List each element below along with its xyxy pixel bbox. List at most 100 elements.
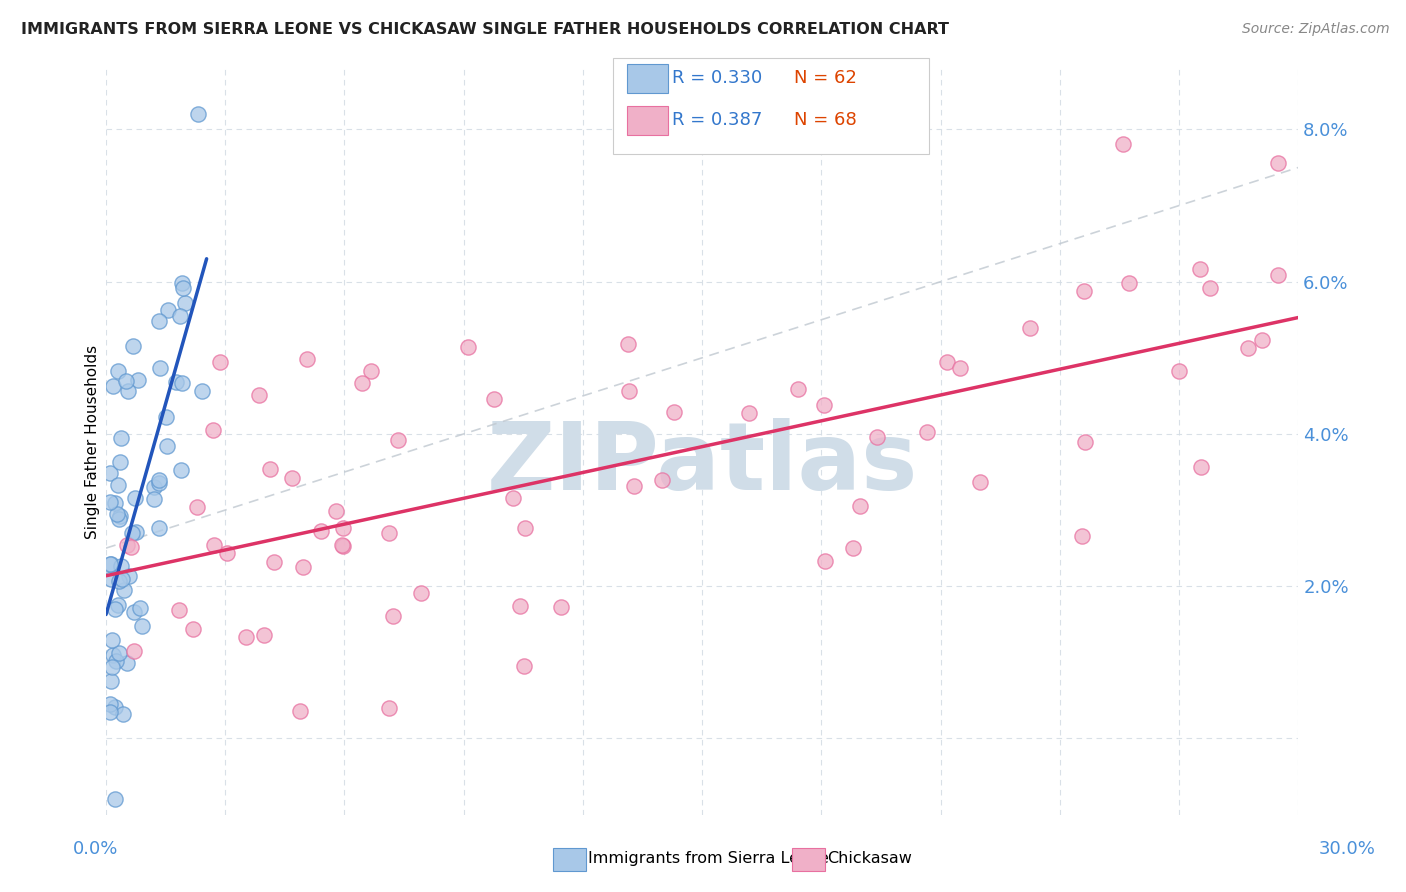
Point <box>117 657 139 671</box>
Point <box>387 433 409 447</box>
Point <box>813 398 835 412</box>
Point <box>915 425 938 440</box>
Point <box>848 499 870 513</box>
Point <box>110 559 132 574</box>
Point <box>112 582 135 597</box>
Point <box>101 648 124 662</box>
Point <box>202 423 225 437</box>
Point <box>110 432 132 446</box>
Point <box>187 107 209 121</box>
Point <box>191 384 214 399</box>
Point <box>1073 434 1095 449</box>
Point <box>662 404 685 418</box>
Point <box>170 376 193 391</box>
Point <box>122 339 145 353</box>
Point <box>935 355 957 369</box>
Point <box>127 373 149 387</box>
Point <box>381 608 404 623</box>
Point <box>617 337 640 351</box>
Text: N = 62: N = 62 <box>794 69 858 87</box>
Text: ZIPatlas: ZIPatlas <box>486 418 918 510</box>
Point <box>98 705 121 719</box>
Point <box>108 455 131 469</box>
Point <box>149 361 172 376</box>
Text: Source: ZipAtlas.com: Source: ZipAtlas.com <box>1241 22 1389 37</box>
Point <box>104 792 127 806</box>
Point <box>156 303 179 318</box>
Point <box>202 538 225 552</box>
Point <box>866 430 889 444</box>
Text: IMMIGRANTS FROM SIERRA LEONE VS CHICKASAW SINGLE FATHER HOUSEHOLDS CORRELATION C: IMMIGRANTS FROM SIERRA LEONE VS CHICKASA… <box>21 22 949 37</box>
Point <box>122 643 145 657</box>
Point <box>165 375 187 389</box>
Text: R = 0.330: R = 0.330 <box>672 69 762 87</box>
Point <box>1070 528 1092 542</box>
Point <box>651 473 673 487</box>
Point <box>111 572 134 586</box>
Point <box>98 495 121 509</box>
Point <box>457 341 479 355</box>
Point <box>125 525 148 540</box>
Point <box>842 541 865 555</box>
Point <box>949 360 972 375</box>
Point <box>148 476 170 491</box>
Point <box>121 540 143 554</box>
Point <box>108 509 131 524</box>
Point <box>1073 284 1095 298</box>
Point <box>378 701 401 715</box>
Point <box>1251 333 1274 347</box>
Point <box>98 467 121 481</box>
Point <box>107 507 129 521</box>
Point <box>360 364 382 378</box>
Point <box>311 524 333 538</box>
Text: Immigrants from Sierra Leone: Immigrants from Sierra Leone <box>588 851 828 865</box>
Point <box>170 463 193 477</box>
Point <box>173 295 195 310</box>
Point <box>156 439 179 453</box>
Point <box>108 512 131 526</box>
Point <box>281 471 304 485</box>
Point <box>332 539 354 553</box>
Point <box>513 659 536 673</box>
Point <box>1237 342 1260 356</box>
Point <box>148 314 170 328</box>
Point <box>172 281 194 295</box>
Point <box>129 601 152 615</box>
Point <box>115 538 138 552</box>
Point <box>100 572 122 586</box>
Point <box>738 406 761 420</box>
Point <box>103 379 125 393</box>
Point <box>215 546 238 560</box>
Point <box>131 619 153 633</box>
Point <box>107 599 129 613</box>
Point <box>148 520 170 534</box>
Point <box>208 354 231 368</box>
Point <box>100 557 122 571</box>
Point <box>550 599 572 614</box>
Point <box>1018 321 1040 335</box>
Point <box>148 473 170 487</box>
Point <box>107 646 129 660</box>
Point <box>100 673 122 688</box>
Point <box>1191 460 1213 475</box>
Point <box>350 376 373 391</box>
Point <box>107 364 129 378</box>
Point <box>117 384 139 399</box>
Point <box>183 622 205 636</box>
Point <box>1118 277 1140 291</box>
Point <box>288 704 311 718</box>
Point <box>252 628 274 642</box>
Point <box>98 698 121 712</box>
Point <box>292 559 315 574</box>
Point <box>509 599 531 613</box>
Point <box>1267 156 1289 170</box>
Point <box>142 492 165 507</box>
Point <box>107 478 129 492</box>
Point <box>378 525 401 540</box>
Point <box>167 603 190 617</box>
Point <box>332 521 354 535</box>
Text: 30.0%: 30.0% <box>1319 840 1375 858</box>
Point <box>1168 364 1191 378</box>
Point <box>813 554 835 568</box>
Point <box>325 504 347 518</box>
